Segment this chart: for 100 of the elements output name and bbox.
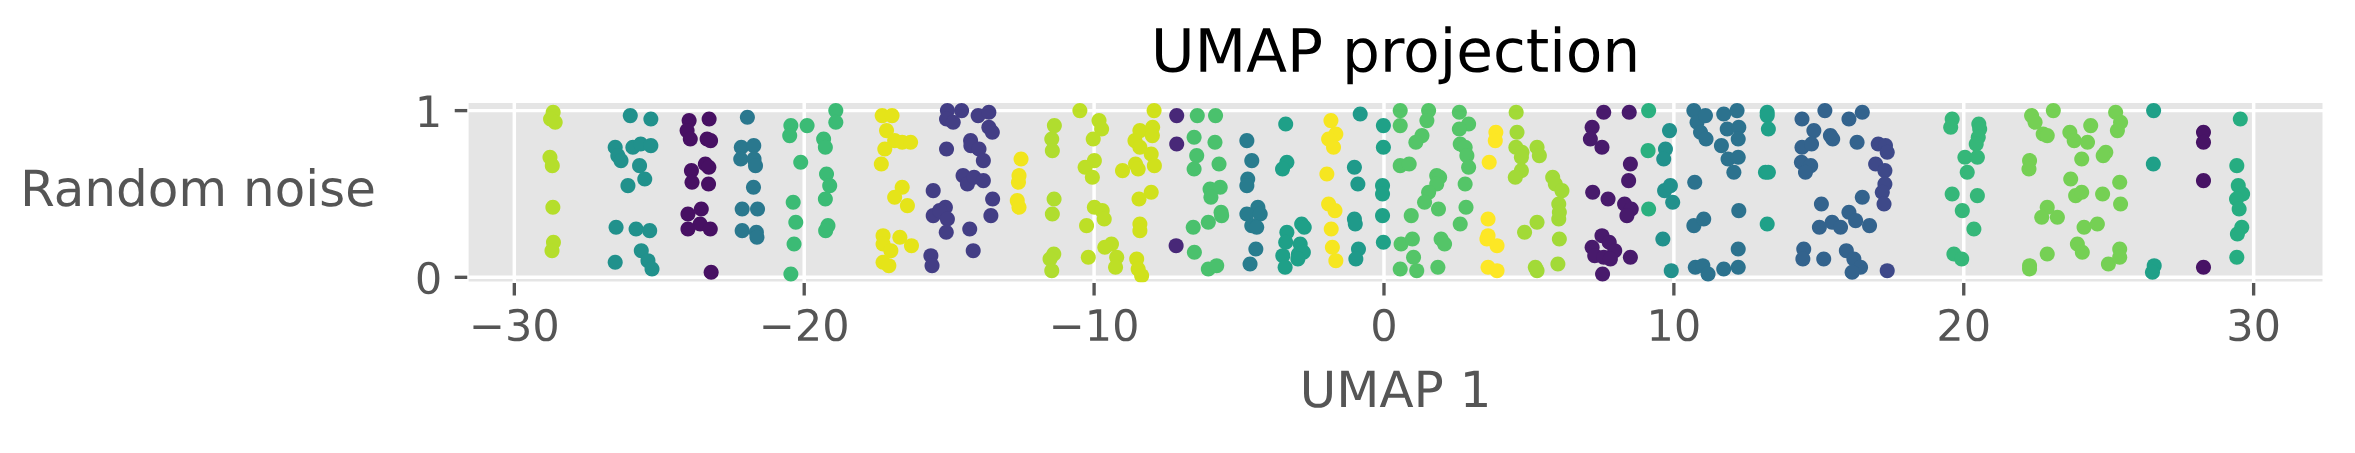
point xyxy=(1458,199,1474,215)
point xyxy=(1248,241,1264,257)
point xyxy=(1954,203,1970,219)
chart-title: UMAP projection xyxy=(1156,26,1636,85)
point xyxy=(2074,184,2090,200)
point xyxy=(1208,108,1224,124)
point xyxy=(985,191,1001,207)
point xyxy=(1375,208,1391,224)
point xyxy=(1729,103,1745,119)
point xyxy=(1795,251,1811,267)
point xyxy=(1619,208,1635,224)
point xyxy=(1621,104,1637,120)
point xyxy=(739,109,755,125)
y-tick-label: 1 xyxy=(419,95,439,127)
point xyxy=(544,243,560,259)
point xyxy=(1430,259,1446,275)
point xyxy=(1457,176,1473,192)
point xyxy=(644,261,660,277)
point xyxy=(1698,131,1714,147)
point xyxy=(881,258,897,274)
point xyxy=(877,141,893,157)
point xyxy=(788,214,804,230)
point xyxy=(783,266,799,282)
point xyxy=(693,201,709,217)
point xyxy=(1969,149,1985,165)
point xyxy=(637,171,653,187)
point xyxy=(622,108,638,124)
point xyxy=(2076,219,2092,235)
point xyxy=(2113,196,2129,212)
point xyxy=(1854,104,1870,120)
x-tick-label: −10 xyxy=(1053,308,1137,342)
point xyxy=(894,179,910,195)
point xyxy=(981,104,997,120)
point xyxy=(938,224,954,240)
point xyxy=(1959,164,1975,180)
point xyxy=(1185,219,1201,235)
point xyxy=(2034,209,2050,225)
point xyxy=(1489,238,1505,254)
point xyxy=(547,114,563,130)
point xyxy=(786,236,802,252)
point xyxy=(2080,134,2096,150)
point xyxy=(1169,136,1185,152)
point xyxy=(1323,113,1339,129)
y-axis-title: Random noise xyxy=(25,168,374,207)
x-tick-label: 30 xyxy=(2229,308,2279,342)
point xyxy=(1319,166,1335,182)
point xyxy=(817,139,833,155)
point xyxy=(1375,234,1391,250)
point xyxy=(2195,173,2211,189)
point xyxy=(1481,154,1497,170)
point xyxy=(2231,201,2247,217)
point xyxy=(1350,176,1366,192)
point xyxy=(1275,161,1291,177)
x-tick-label: −20 xyxy=(763,308,847,342)
point xyxy=(1487,133,1503,149)
point xyxy=(1517,224,1533,240)
point xyxy=(734,201,750,217)
point xyxy=(2145,156,2161,172)
point xyxy=(2112,174,2128,190)
x-tick-label: 10 xyxy=(1651,308,1699,342)
point xyxy=(1529,263,1545,279)
point xyxy=(899,198,915,214)
point xyxy=(1046,118,1062,134)
point xyxy=(1186,161,1202,177)
point xyxy=(975,153,991,169)
point xyxy=(2195,259,2211,275)
point xyxy=(620,178,636,194)
point xyxy=(1327,203,1343,219)
point xyxy=(1582,131,1598,147)
point xyxy=(733,151,749,167)
point xyxy=(962,221,978,237)
point xyxy=(984,124,1000,140)
point xyxy=(1877,163,1893,179)
point xyxy=(1451,104,1467,120)
point xyxy=(1409,263,1425,279)
point xyxy=(939,141,955,157)
point xyxy=(643,138,659,154)
point xyxy=(1143,184,1159,200)
point xyxy=(983,208,999,224)
point xyxy=(1461,159,1477,175)
point xyxy=(1716,106,1732,122)
point xyxy=(2100,256,2116,272)
point xyxy=(703,133,719,149)
point xyxy=(1044,143,1060,159)
x-tick-label: 0 xyxy=(1373,308,1395,342)
point xyxy=(1848,213,1864,229)
point xyxy=(1813,196,1829,212)
point xyxy=(793,154,809,170)
point xyxy=(954,103,970,119)
point xyxy=(2074,244,2090,260)
point xyxy=(1663,263,1679,279)
point xyxy=(1816,251,1832,267)
point xyxy=(1146,158,1162,174)
point xyxy=(1550,256,1566,272)
point xyxy=(734,223,750,239)
point xyxy=(1114,163,1131,179)
point xyxy=(1437,236,1453,252)
point xyxy=(1969,188,1985,204)
point xyxy=(628,221,644,237)
point xyxy=(883,243,899,259)
